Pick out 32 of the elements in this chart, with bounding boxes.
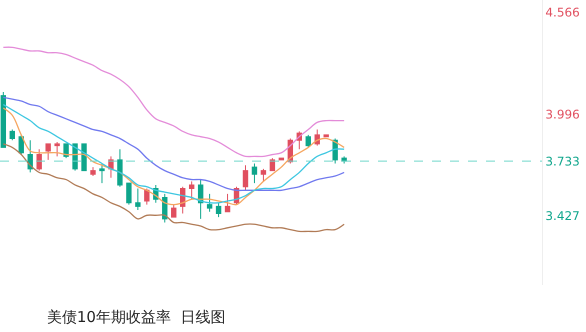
- candlestick: [54, 142, 60, 157]
- y-tick-label: 3.427: [545, 209, 580, 224]
- candlestick: [188, 180, 194, 200]
- candlestick: [216, 202, 222, 218]
- candlestick: [260, 168, 266, 182]
- line-series: [2, 46, 345, 158]
- candlestick: [171, 204, 176, 218]
- candlestick: [270, 158, 276, 172]
- candlestick: [252, 163, 258, 184]
- candlestick: [117, 148, 123, 188]
- candlestick: [242, 164, 248, 191]
- line-series: [2, 143, 345, 232]
- candlestick: [45, 143, 51, 160]
- candlestick: [10, 129, 15, 141]
- candlestick: [206, 193, 212, 212]
- y-tick-label: 4.566: [545, 6, 580, 20]
- candlestick: [36, 148, 42, 172]
- candlestick: [135, 188, 141, 210]
- candlestick: [90, 166, 96, 176]
- candlestick: [99, 163, 105, 184]
- candlestick: [28, 140, 33, 173]
- candlestick: [0, 92, 6, 148]
- candlestick: [18, 134, 24, 156]
- y-tick-label: 3.733: [545, 154, 580, 168]
- y-tick-label: 3.996: [545, 107, 580, 122]
- text: 美债10年期收益率 日线图: [46, 308, 226, 326]
- candlestick: [144, 188, 150, 206]
- line-series: [2, 96, 345, 192]
- candlestick: [306, 134, 311, 148]
- candlestick: [278, 158, 284, 160]
- candlestick: [224, 193, 230, 212]
- candlestick: [126, 182, 132, 206]
